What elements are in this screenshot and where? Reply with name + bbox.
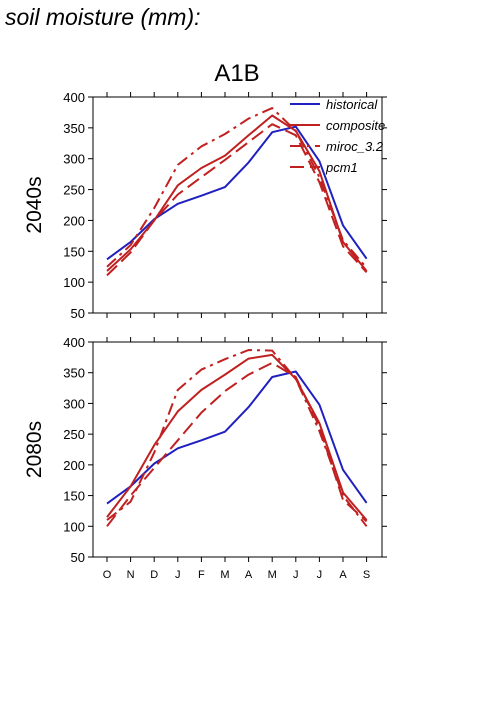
y-tick-label: 150 bbox=[63, 244, 85, 259]
x-tick-label: J bbox=[293, 569, 299, 581]
y-tick-label: 150 bbox=[63, 489, 85, 504]
y-tick-label: 200 bbox=[63, 213, 85, 228]
legend-label-historical: historical bbox=[326, 97, 378, 112]
legend-label-composite: composite bbox=[326, 118, 385, 133]
legend-label-miroc_3.2: miroc_3.2 bbox=[326, 139, 384, 154]
series-line-pcm1 bbox=[106, 123, 368, 277]
x-tick-label: S bbox=[363, 569, 370, 581]
series-line-pcm1 bbox=[106, 361, 368, 527]
y-tick-label: 350 bbox=[63, 121, 85, 136]
series-line-historical bbox=[106, 125, 368, 261]
y-tick-label: 50 bbox=[71, 306, 85, 321]
y-tick-label: 400 bbox=[63, 90, 85, 105]
x-tick-label: D bbox=[150, 569, 158, 581]
page-title: soil moisture (mm): bbox=[5, 4, 201, 30]
scenario-title: A1B bbox=[214, 60, 259, 87]
chart-panel-2080s: 50 100 150 200 250 300 350 400 2080s O N D J F M A M J J A S bbox=[23, 335, 387, 581]
y-tick-label: 300 bbox=[63, 152, 85, 167]
y-tick-label: 350 bbox=[63, 366, 85, 381]
y-tick-label: 400 bbox=[63, 335, 85, 350]
series-line-composite bbox=[106, 353, 368, 521]
series-line-historical bbox=[106, 370, 368, 505]
chart-panels: 50 100 150 200 250 300 350 400 2040s historical co… bbox=[23, 90, 387, 581]
x-tick-label: M bbox=[268, 569, 277, 581]
y-tick-label: 100 bbox=[63, 519, 85, 534]
x-tick-label: M bbox=[220, 569, 229, 581]
y-tick-label: 100 bbox=[63, 275, 85, 290]
y-tick-label: 50 bbox=[71, 550, 85, 565]
row-label: 2040s bbox=[23, 176, 46, 233]
plot-frame bbox=[92, 96, 383, 314]
plot-frame bbox=[92, 341, 383, 558]
row-label: 2080s bbox=[23, 421, 46, 478]
x-tick-label: F bbox=[198, 569, 205, 581]
x-tick-label: N bbox=[127, 569, 135, 581]
series-line-miroc_3.2 bbox=[106, 349, 368, 527]
x-tick-label: J bbox=[317, 569, 323, 581]
y-tick-label: 300 bbox=[63, 396, 85, 411]
y-tick-label: 250 bbox=[63, 427, 85, 442]
y-tick-label: 250 bbox=[63, 183, 85, 198]
chart-panel-2040s: 50 100 150 200 250 300 350 400 2040s historical co… bbox=[23, 90, 387, 321]
x-tick-label: A bbox=[245, 569, 253, 581]
y-tick-label: 200 bbox=[63, 458, 85, 473]
series-line-miroc_3.2 bbox=[106, 107, 368, 269]
x-tick-label: J bbox=[175, 569, 181, 581]
x-tick-label: O bbox=[103, 569, 112, 581]
legend-label-pcm1: pcm1 bbox=[325, 160, 358, 175]
x-tick-label: A bbox=[339, 569, 347, 581]
